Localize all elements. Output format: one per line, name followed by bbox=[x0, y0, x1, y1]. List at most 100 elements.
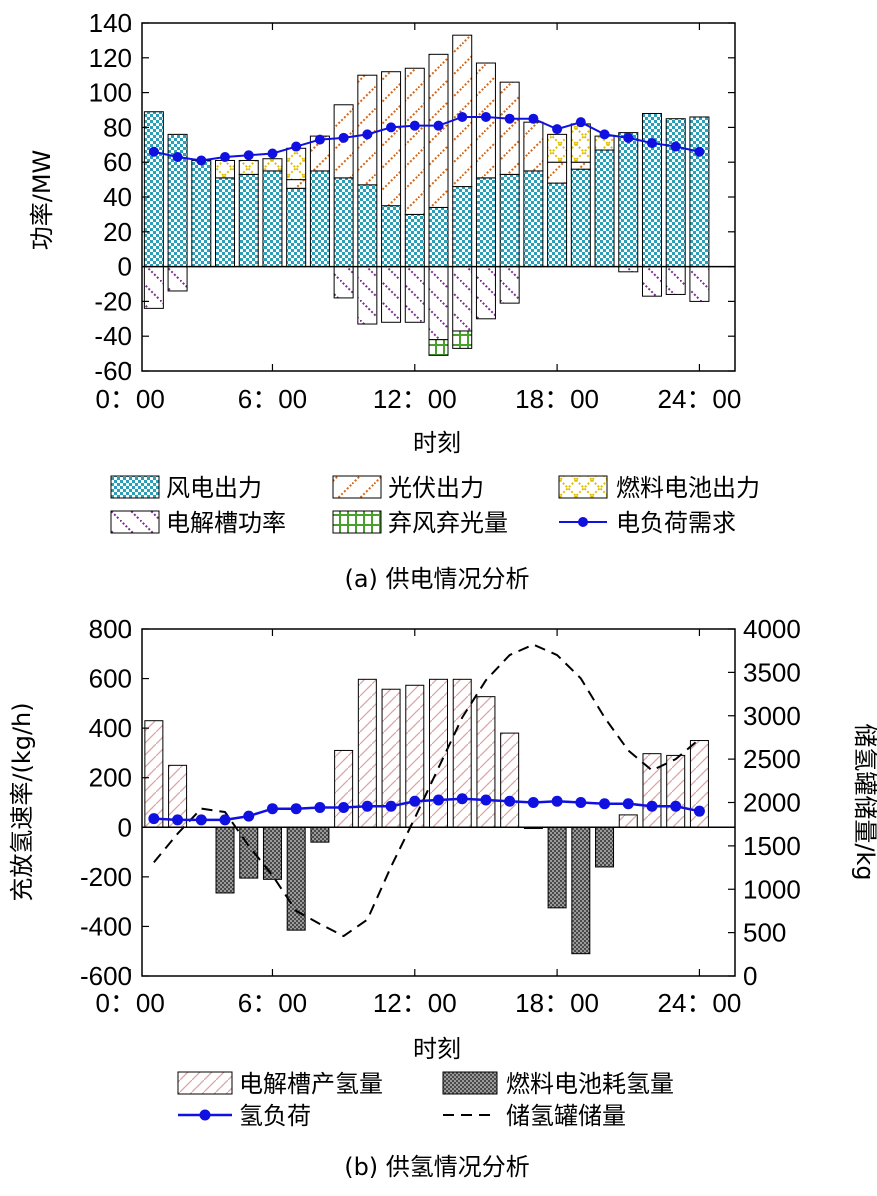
chart-a-y-ticks: -60 -40 -20 0 20 40 60 80 100 120 140 bbox=[89, 8, 735, 386]
bar-fuelcell-5 bbox=[238, 159, 259, 175]
bar-pv-13 bbox=[428, 53, 449, 208]
b-y2tick-label: 3000 bbox=[743, 701, 801, 731]
b-ytick-label: -200 bbox=[80, 862, 132, 892]
h2-load-point-16 bbox=[504, 795, 516, 807]
bar-wind-9 bbox=[333, 177, 354, 268]
chart-b-legend: 电解槽产氢量 燃料电池耗氢量 氢负荷 储氢罐储量 bbox=[177, 1070, 674, 1130]
h2-load-point-20 bbox=[599, 798, 611, 810]
bar-curtail-13 bbox=[428, 339, 449, 356]
a-ytick-label: 20 bbox=[103, 217, 132, 247]
bar-pv-14 bbox=[452, 34, 473, 188]
bar-wind-10 bbox=[357, 184, 378, 268]
svg-text:氢负荷: 氢负荷 bbox=[239, 1102, 311, 1130]
bar-h2prod-15 bbox=[476, 696, 496, 828]
bar-electrolyzer-16 bbox=[499, 266, 520, 304]
bar-wind-6 bbox=[262, 170, 283, 268]
bar-electrolyzer-15 bbox=[475, 266, 496, 320]
load-point-14 bbox=[457, 111, 468, 122]
b-ytick-label: -400 bbox=[80, 911, 132, 941]
bar-wind-20 bbox=[594, 149, 615, 268]
b-y2tick-label: 3500 bbox=[743, 657, 801, 687]
bar-wind-21 bbox=[618, 132, 639, 268]
load-point-22 bbox=[646, 138, 657, 149]
b-y2tick-label: 0 bbox=[743, 961, 757, 991]
bar-electrolyzer-10 bbox=[357, 266, 378, 325]
h2-load-line bbox=[153, 797, 700, 822]
bar-wind-8 bbox=[309, 170, 330, 268]
bar-electrolyzer-14 bbox=[452, 266, 473, 332]
b-y2tick-label: 1500 bbox=[743, 831, 801, 861]
bar-pv-18 bbox=[547, 161, 568, 184]
a-xtick-label: 24：00 bbox=[657, 384, 741, 414]
a-ytick-label: 140 bbox=[89, 8, 132, 38]
bar-h2prod-21 bbox=[618, 814, 638, 828]
bar-pv-17 bbox=[523, 121, 544, 172]
bar-h2fc-18 bbox=[547, 826, 567, 909]
bar-fuelcell-6 bbox=[262, 158, 283, 172]
svg-text:燃料电池耗氢量: 燃料电池耗氢量 bbox=[506, 1070, 674, 1098]
load-point-16 bbox=[504, 113, 515, 124]
bar-wind-24 bbox=[689, 116, 710, 268]
load-point-24 bbox=[694, 146, 705, 157]
bar-h2fc-4 bbox=[215, 826, 235, 894]
svg-text:电解槽产氢量: 电解槽产氢量 bbox=[239, 1070, 383, 1098]
bar-wind-22 bbox=[641, 112, 662, 268]
load-point-9 bbox=[338, 132, 349, 143]
bar-h2fc-19 bbox=[571, 826, 591, 955]
b-ytick-label: 600 bbox=[89, 664, 132, 694]
load-point-5 bbox=[243, 150, 254, 161]
a-xtick-label: 6：00 bbox=[238, 384, 307, 414]
a-ytick-label: -60 bbox=[94, 356, 132, 386]
b-y2tick-label: 500 bbox=[743, 918, 786, 948]
load-point-20 bbox=[599, 129, 610, 140]
h2-load-point-14 bbox=[456, 793, 468, 805]
a-xtick-label: 0：00 bbox=[95, 384, 164, 414]
bar-wind-7 bbox=[286, 187, 307, 268]
a-ytick-label: 80 bbox=[103, 112, 132, 142]
bar-wind-12 bbox=[404, 213, 425, 268]
chart-b-y2-label: 储氢罐储量/kg bbox=[851, 723, 877, 880]
bar-wind-18 bbox=[547, 182, 568, 268]
a-ytick-label: 60 bbox=[103, 147, 132, 177]
legend-h2load: 氢负荷 bbox=[178, 1102, 311, 1130]
chart-a-x-ticks: 0：00 6：00 12：00 18：00 24：00 bbox=[95, 23, 741, 414]
chart-a-bars bbox=[143, 34, 710, 356]
bar-electrolyzer-24 bbox=[689, 266, 710, 302]
b-ytick-label: 800 bbox=[89, 614, 132, 644]
power-supply-chart: -60 -40 -20 0 20 40 60 80 100 120 140 0：00 6：00 12：0… bbox=[28, 8, 760, 593]
load-point-12 bbox=[409, 120, 420, 131]
bar-electrolyzer-9 bbox=[333, 266, 354, 299]
a-ytick-label: 120 bbox=[89, 43, 132, 73]
bar-wind-5 bbox=[238, 173, 259, 268]
b-ytick-label: 400 bbox=[89, 713, 132, 743]
b-xtick-label: 12：00 bbox=[373, 988, 457, 1018]
b-y2tick-label: 2500 bbox=[743, 744, 801, 774]
bar-fuelcell-18 bbox=[547, 133, 568, 163]
a-xtick-label: 12：00 bbox=[373, 384, 457, 414]
bar-wind-19 bbox=[570, 168, 591, 268]
bar-fuelcell-7 bbox=[286, 147, 307, 181]
h2-load-point-22 bbox=[646, 800, 658, 812]
bar-electrolyzer-13 bbox=[428, 266, 449, 341]
bar-pv-7 bbox=[286, 179, 307, 189]
storage-line bbox=[153, 643, 701, 938]
bar-wind-14 bbox=[452, 186, 473, 268]
b-xtick-label: 18：00 bbox=[515, 988, 599, 1018]
bar-electrolyzer-23 bbox=[665, 266, 686, 295]
h2-load-point-11 bbox=[385, 800, 397, 812]
bar-h2fc-6 bbox=[262, 826, 282, 880]
bar-h2prod-14 bbox=[452, 678, 472, 828]
load-line bbox=[153, 115, 700, 162]
chart-b-lines bbox=[148, 643, 705, 938]
b-ytick-label: 0 bbox=[118, 812, 132, 842]
bar-wind-23 bbox=[665, 118, 686, 268]
load-point-19 bbox=[575, 117, 586, 128]
b-y2tick-label: 1000 bbox=[743, 874, 801, 904]
chart-a-legend: 风电出力 光伏出力 燃料电池出力 电解槽功率 弃风弃光量 电负荷需求 bbox=[110, 474, 760, 537]
load-point-17 bbox=[528, 113, 539, 124]
hydrogen-supply-chart: -600 -400 -200 0 200 400 600 800 0 500 1000 1500 20… bbox=[8, 614, 877, 1181]
b-y2tick-label: 2000 bbox=[743, 788, 801, 818]
h2-load-point-15 bbox=[480, 794, 492, 806]
legend-wind: 风电出力 bbox=[110, 474, 262, 502]
